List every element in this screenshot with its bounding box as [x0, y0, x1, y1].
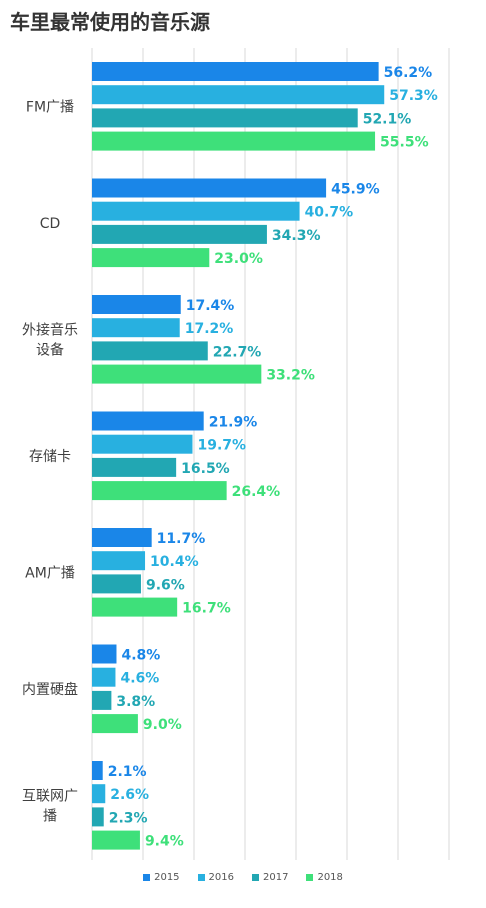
bar-2015-0	[92, 62, 379, 81]
data-label-2016-4: 10.4%	[150, 554, 199, 570]
category-label-6-0: 互联网广	[22, 788, 78, 804]
legend-swatch-2015	[143, 874, 151, 881]
data-label-2015-3: 21.9%	[209, 415, 258, 431]
data-label-2018-6: 9.4%	[145, 834, 184, 850]
data-label-2018-1: 23.0%	[214, 251, 263, 267]
data-label-2016-1: 40.7%	[305, 205, 354, 221]
data-label-2016-6: 2.6%	[110, 787, 149, 803]
bar-2018-0	[92, 131, 376, 151]
category-label-1-0: CD	[40, 216, 61, 232]
category-label-3-0: 存储卡	[29, 449, 71, 465]
category-label-4-0: AM广播	[25, 565, 75, 581]
data-label-2016-2: 17.2%	[185, 321, 234, 337]
bar-2017-1	[92, 224, 267, 244]
legend-swatch-2018	[306, 874, 314, 881]
bar-2018-2	[92, 364, 262, 384]
bar-2017-0	[92, 108, 358, 128]
legend-label-2015: 2015	[154, 872, 180, 883]
data-label-2015-2: 17.4%	[186, 298, 235, 314]
category-label-5-0: 内置硬盘	[22, 681, 78, 698]
bar-2015-3	[92, 411, 204, 431]
bar-2017-2	[92, 341, 208, 361]
data-label-2016-0: 57.3%	[389, 88, 438, 104]
data-label-2017-5: 3.8%	[116, 694, 155, 710]
legend-item-2015: 2015	[143, 872, 180, 883]
legend-item-2017: 2017	[252, 872, 288, 883]
legend: 2015 2016 2017 2018	[0, 872, 486, 883]
bar-2016-1	[92, 201, 300, 221]
bar-2018-1	[92, 248, 210, 268]
legend-swatch-2016	[197, 874, 205, 881]
legend-label-2017: 2017	[263, 872, 289, 883]
legend-swatch-2017	[252, 874, 259, 881]
data-label-2016-3: 19.7%	[197, 438, 246, 454]
data-label-2016-5: 4.6%	[120, 671, 159, 687]
bar-2015-6	[92, 761, 103, 780]
bar-2018-4	[92, 597, 178, 617]
bar-2017-5	[92, 690, 112, 710]
data-label-2017-0: 52.1%	[363, 111, 412, 127]
category-label-2-0: 外接音乐	[22, 321, 78, 338]
data-label-2018-0: 55.5%	[380, 135, 429, 151]
bar-chart: FM广播 56.2% 57.3% 52.1% 55.5% CD 45.9% 40.7% 34.3…	[22, 48, 450, 860]
legend-item-2016: 2016	[197, 872, 234, 883]
category-label-2-1: 设备	[36, 341, 64, 358]
legend-label-2018: 2018	[317, 872, 343, 883]
data-label-2017-3: 16.5%	[181, 461, 230, 477]
data-label-2017-2: 22.7%	[213, 344, 262, 360]
category-label-0-0: FM广播	[26, 99, 74, 115]
data-label-2018-4: 16.7%	[182, 601, 231, 617]
data-label-2017-4: 9.6%	[146, 577, 185, 593]
bar-2018-3	[92, 481, 227, 501]
bar-2017-6	[92, 807, 104, 827]
bar-2016-4	[92, 551, 146, 571]
bar-2016-5	[92, 667, 116, 687]
data-label-2015-0: 56.2%	[384, 65, 433, 81]
data-label-2017-6: 2.3%	[109, 810, 148, 826]
data-label-2018-3: 26.4%	[232, 484, 281, 500]
data-label-2015-1: 45.9%	[331, 182, 380, 198]
bar-2018-6	[92, 830, 140, 850]
bar-2015-4	[92, 528, 152, 547]
data-label-2017-1: 34.3%	[272, 228, 321, 244]
bar-2017-4	[92, 574, 141, 594]
data-label-2018-5: 9.0%	[143, 717, 182, 733]
data-label-2015-4: 11.7%	[157, 531, 206, 547]
bar-2015-2	[92, 295, 181, 314]
bar-2016-3	[92, 434, 193, 454]
bar-2016-2	[92, 318, 180, 338]
data-label-2018-2: 33.2%	[266, 368, 315, 384]
bar-2016-0	[92, 85, 385, 105]
bar-2015-5	[92, 644, 117, 664]
bar-2015-1	[92, 178, 327, 198]
bar-2018-5	[92, 714, 138, 734]
legend-item-2018: 2018	[306, 872, 343, 883]
chart-title: 车里最常使用的音乐源	[10, 10, 210, 34]
category-label-6-1: 播	[43, 808, 57, 824]
bar-2016-6	[92, 784, 106, 804]
data-label-2015-6: 2.1%	[108, 764, 147, 780]
data-label-2015-5: 4.8%	[121, 648, 160, 664]
legend-label-2016: 2016	[208, 872, 234, 883]
bar-2017-3	[92, 457, 177, 477]
